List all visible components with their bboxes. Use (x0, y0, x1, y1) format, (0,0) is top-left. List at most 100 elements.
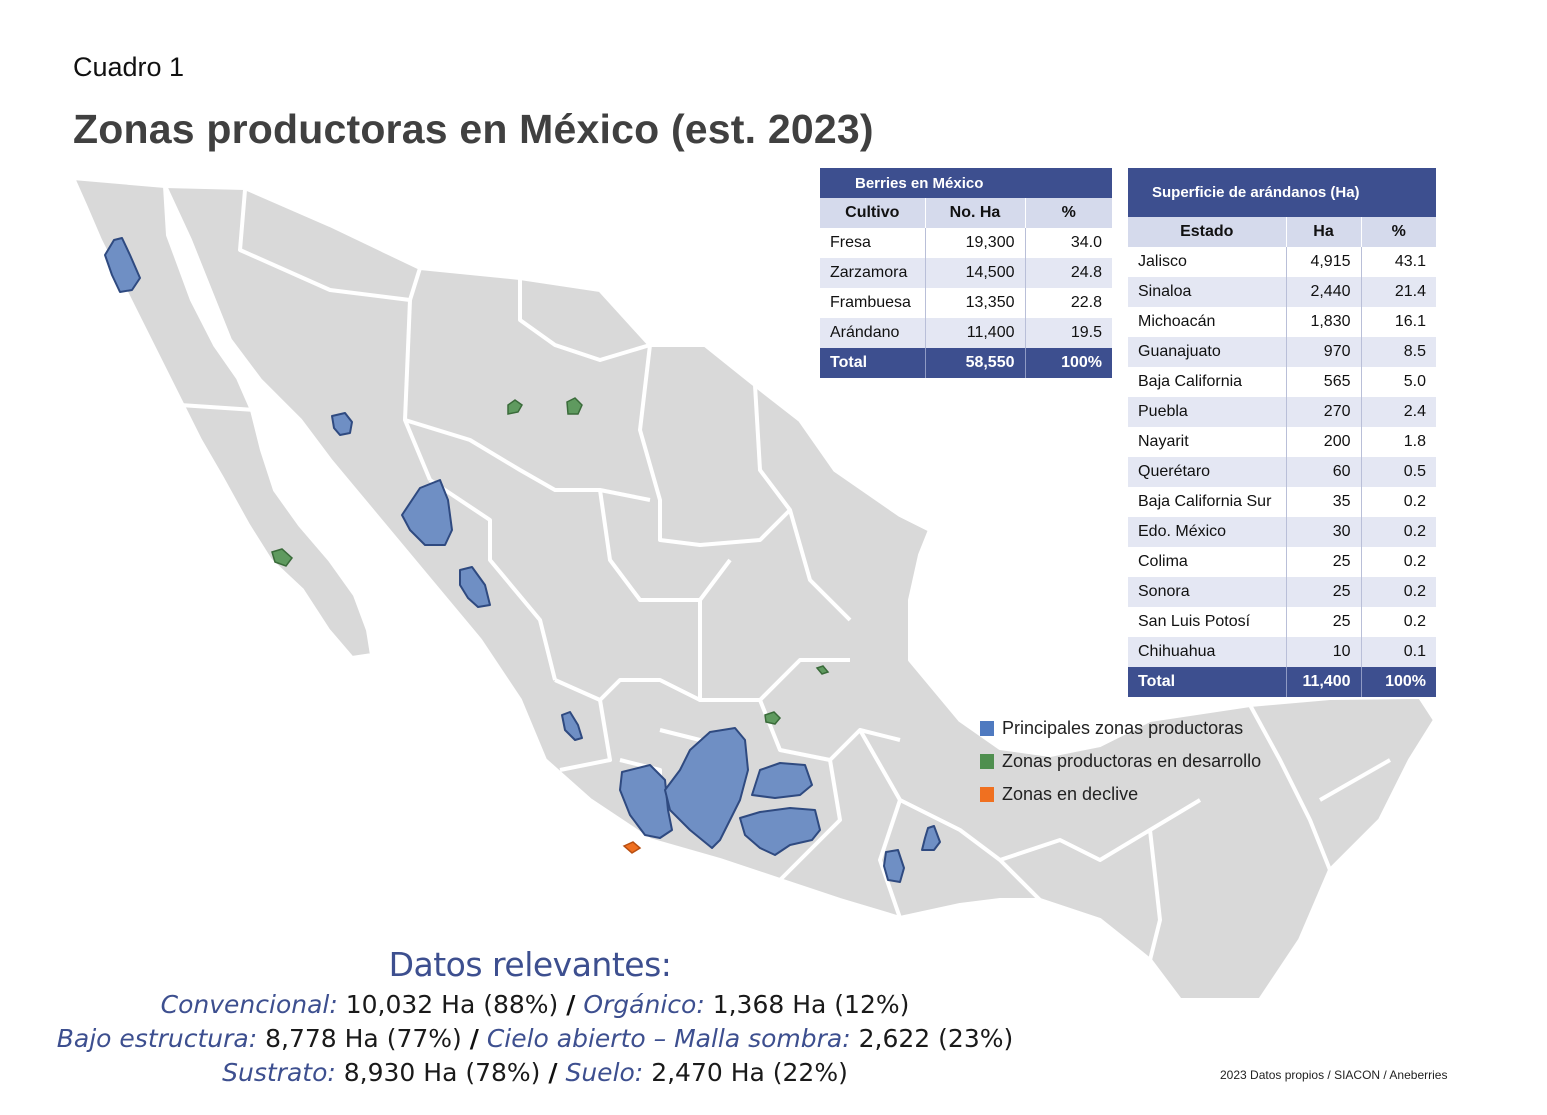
cell: Querétaro (1128, 457, 1287, 487)
cell: 25 (1286, 577, 1362, 607)
cell: 30 (1286, 517, 1362, 547)
value-convencional: 10,032 Ha (88%) (345, 990, 559, 1019)
table-row: Sonora 25 0.2 (1128, 577, 1436, 607)
cell: 4,915 (1286, 247, 1362, 277)
total-row: Total 58,550 100% (820, 348, 1112, 378)
cell: Total (820, 348, 926, 378)
separator: / (566, 990, 576, 1019)
cell: Arándano (820, 318, 926, 348)
principal-zones (104, 237, 941, 883)
table-row: San Luis Potosí 25 0.2 (1128, 607, 1436, 637)
value-suelo: 2,470 Ha (22%) (651, 1058, 848, 1087)
table-row: Frambuesa 13,350 22.8 (820, 288, 1112, 318)
cell: 1,830 (1286, 307, 1362, 337)
col-pct: % (1025, 198, 1112, 228)
cell: San Luis Potosí (1128, 607, 1287, 637)
cell: 0.2 (1361, 487, 1436, 517)
cell: 100% (1361, 667, 1436, 697)
zone-guanajuato (751, 762, 813, 799)
label-organico: Orgánico: (583, 990, 705, 1019)
total-row: Total 11,400 100% (1128, 667, 1436, 697)
legend-item-principal: Principales zonas productoras (980, 712, 1261, 745)
cell: Nayarit (1128, 427, 1287, 457)
berries-table: Berries en México Cultivo No. Ha % Fresa… (820, 168, 1112, 378)
mexico-mainland (163, 184, 1437, 1002)
cell: 0.2 (1361, 577, 1436, 607)
baja-california-peninsula (71, 176, 374, 660)
cell: Sonora (1128, 577, 1287, 607)
cell: Sinaloa (1128, 277, 1287, 307)
cell: 100% (1025, 348, 1112, 378)
cell: 970 (1286, 337, 1362, 367)
caption: Cuadro 1 (73, 52, 185, 82)
cell: 0.2 (1361, 547, 1436, 577)
zone-veracruz (921, 825, 941, 851)
datos-row-sustrato: Sustrato: 8,930 Ha (78%) / Suelo: 2,470 … (10, 1056, 1060, 1090)
value-organico: 1,368 Ha (12%) (712, 990, 910, 1019)
table-row: Nayarit 200 1.8 (1128, 427, 1436, 457)
cell: 5.0 (1361, 367, 1436, 397)
cell: Total (1128, 667, 1287, 697)
cell: 21.4 (1361, 277, 1436, 307)
table-row: Baja California Sur 35 0.2 (1128, 487, 1436, 517)
cell: Fresa (820, 228, 926, 258)
cell: Chihuahua (1128, 637, 1287, 667)
table-row: Chihuahua 10 0.1 (1128, 637, 1436, 667)
col-estado: Estado (1128, 217, 1287, 247)
datos-row-estructura: Bajo estructura: 8,778 Ha (77%) / Cielo … (10, 1022, 1060, 1056)
mexico-landmass (71, 176, 1437, 1002)
table-row: Edo. México 30 0.2 (1128, 517, 1436, 547)
zone-michoacan (739, 807, 821, 856)
cell: 1.8 (1361, 427, 1436, 457)
page-title: Zonas productoras en México (est. 2023) (73, 106, 874, 152)
berries-table-title: Berries en México (820, 168, 1112, 198)
legend-item-declive: Zonas en declive (980, 778, 1261, 811)
declining-zones (622, 841, 642, 854)
cell: Frambuesa (820, 288, 926, 318)
cell: Guanajuato (1128, 337, 1287, 367)
zone-nayarit (561, 711, 583, 741)
cell: 0.5 (1361, 457, 1436, 487)
table-row: Michoacán 1,830 16.1 (1128, 307, 1436, 337)
cell: 11,400 (1286, 667, 1362, 697)
cell: Colima (1128, 547, 1287, 577)
table-row: Guanajuato 970 8.5 (1128, 337, 1436, 367)
cell: 60 (1286, 457, 1362, 487)
cell: 0.1 (1361, 637, 1436, 667)
zone-sinaloa-north (401, 479, 453, 546)
cell: 8.5 (1361, 337, 1436, 367)
cell: Zarzamora (820, 258, 926, 288)
legend-label: Principales zonas productoras (1002, 718, 1244, 738)
cell: 58,550 (925, 348, 1026, 378)
legend-label: Zonas en declive (1002, 784, 1139, 804)
cell: 200 (1286, 427, 1362, 457)
value-cielo-abierto: 2,622 (23%) (858, 1024, 1014, 1053)
cell: Michoacán (1128, 307, 1287, 337)
cell: 34.0 (1025, 228, 1112, 258)
datos-row-produccion: Convencional: 10,032 Ha (88%) / Orgánico… (10, 988, 1060, 1022)
cell: 22.8 (1025, 288, 1112, 318)
cell: 0.2 (1361, 607, 1436, 637)
cell: 35 (1286, 487, 1362, 517)
table-row: Puebla 270 2.4 (1128, 397, 1436, 427)
col-ha: No. Ha (925, 198, 1026, 228)
zone-jalisco-east (664, 727, 749, 849)
cell: 0.2 (1361, 517, 1436, 547)
cell: Baja California Sur (1128, 487, 1287, 517)
cell: 11,400 (925, 318, 1026, 348)
source-note: 2023 Datos propios / SIACON / Aneberries (1220, 1068, 1448, 1082)
legend-label: Zonas productoras en desarrollo (1002, 751, 1262, 771)
cell: Jalisco (1128, 247, 1287, 277)
table-row: Zarzamora 14,500 24.8 (820, 258, 1112, 288)
cell: 13,350 (925, 288, 1026, 318)
datos-relevantes: Datos relevantes: Convencional: 10,032 H… (0, 945, 1060, 1090)
label-suelo: Suelo: (565, 1058, 644, 1087)
zone-puebla (883, 849, 905, 883)
value-bajo-estructura: 8,778 Ha (77%) (265, 1024, 462, 1053)
label-sustrato: Sustrato: (222, 1058, 336, 1087)
cell: 19,300 (925, 228, 1026, 258)
cell: 24.8 (1025, 258, 1112, 288)
separator: / (469, 1024, 479, 1053)
cell: 43.1 (1361, 247, 1436, 277)
